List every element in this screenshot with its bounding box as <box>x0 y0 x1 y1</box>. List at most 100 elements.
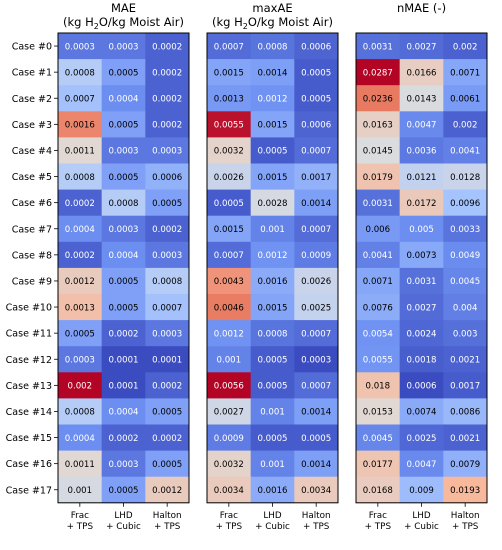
cell-value: 0.0008 <box>257 42 287 52</box>
heatmap-cell <box>101 215 146 243</box>
panel-title: MAE <box>111 1 136 15</box>
heatmap-cell <box>356 59 401 86</box>
heatmap-cell <box>250 137 295 164</box>
heatmap-cell <box>207 398 252 425</box>
cell-value: 0.0007 <box>214 42 244 52</box>
heatmap-cell <box>58 294 103 321</box>
cell-value: 0.0003 <box>301 355 331 365</box>
heatmap-cell <box>145 189 190 217</box>
row-label: Case #0 <box>12 42 52 53</box>
heatmap-cell <box>294 241 339 269</box>
cell-value: 0.0007 <box>152 303 182 313</box>
cell-value: 0.0004 <box>65 225 95 235</box>
heatmap-cell <box>356 320 401 347</box>
heatmap-cell <box>58 137 103 164</box>
cell-value: 0.0031 <box>363 42 393 52</box>
cell-value: 0.0001 <box>152 355 182 365</box>
heatmap-cell <box>58 241 103 269</box>
cell-value: 0.0007 <box>65 94 95 104</box>
cell-value: 0.0008 <box>65 408 95 418</box>
cell-value: 0.0002 <box>152 68 182 78</box>
cell-value: 0.0006 <box>406 382 436 392</box>
heatmap-cell <box>250 476 295 504</box>
panel-unit: (kg H2O/kg Moist Air) <box>63 15 184 31</box>
heatmap-cell <box>250 294 295 321</box>
cell-value: 0.0014 <box>257 68 287 78</box>
heatmap-cell <box>207 450 252 478</box>
cell-value: 0.0027 <box>214 408 244 418</box>
heatmap-cell <box>443 424 488 451</box>
heatmap-cell <box>250 450 295 478</box>
cell-value: 0.0003 <box>152 329 182 339</box>
cell-value: 0.0028 <box>257 199 287 209</box>
cell-value: 0.0025 <box>301 303 331 313</box>
heatmap-cell <box>294 372 339 399</box>
heatmap-cell <box>294 33 339 60</box>
cell-value: 0.0013 <box>65 303 95 313</box>
cell-value: 0.0005 <box>152 199 182 209</box>
cell-value: 0.0024 <box>406 329 436 339</box>
heatmap-cell <box>101 33 146 60</box>
heatmap-cell <box>356 398 401 425</box>
cell-value: 0.001 <box>260 460 285 470</box>
heatmap-cell <box>399 59 444 86</box>
heatmap-cell <box>101 85 146 112</box>
heatmap-cell <box>443 33 488 60</box>
cell-value: 0.0047 <box>406 121 436 131</box>
heatmap-cell <box>294 294 339 321</box>
cell-value: 0.0005 <box>108 173 138 183</box>
cell-value: 0.0056 <box>214 382 244 392</box>
cell-value: 0.0076 <box>363 303 393 313</box>
panel-title: nMAE (-) <box>397 1 446 15</box>
cell-value: 0.0012 <box>152 486 182 496</box>
heatmap-cell <box>145 294 190 321</box>
column-label-sub: + TPS <box>154 522 181 532</box>
cell-value: 0.0005 <box>214 199 244 209</box>
heatmap-cell <box>58 424 103 451</box>
cell-value: 0.0049 <box>450 251 480 261</box>
heatmap-cell <box>443 372 488 399</box>
cell-value: 0.0005 <box>108 121 138 131</box>
heatmap-cell <box>101 163 146 190</box>
heatmap-cell <box>58 111 103 138</box>
cell-value: 0.0071 <box>450 68 480 78</box>
heatmap-cell <box>207 137 252 164</box>
cell-value: 0.0179 <box>363 173 393 183</box>
column-label: Halton <box>153 511 182 521</box>
row-label: Case #4 <box>12 146 52 157</box>
cell-value: 0.009 <box>409 486 434 496</box>
cell-value: 0.0008 <box>108 199 138 209</box>
row-label: Case #15 <box>6 433 52 444</box>
heatmap-cell <box>399 111 444 138</box>
cell-value: 0.0009 <box>301 251 331 261</box>
cell-value: 0.0168 <box>363 486 393 496</box>
row-label: Case #17 <box>6 485 52 496</box>
cell-value: 0.0015 <box>257 173 287 183</box>
heatmap-cell <box>356 476 401 504</box>
panel-maxae: maxAE(kg H2O/kg Moist Air) 0.0007 0.0008 0.… <box>206 1 339 532</box>
heatmap-cell <box>399 294 444 321</box>
cell-value: 0.0013 <box>214 94 244 104</box>
heatmap-cell <box>250 398 295 425</box>
heatmap-cell <box>101 320 146 347</box>
cell-value: 0.0145 <box>363 147 393 157</box>
heatmap-cell <box>443 59 488 86</box>
heatmap-cell <box>101 137 146 164</box>
cell-value: 0.0003 <box>152 251 182 261</box>
heatmap-cell <box>250 346 295 373</box>
cell-value: 0.0026 <box>214 173 244 183</box>
heatmap-cell <box>207 111 252 138</box>
heatmap-cell <box>443 476 488 504</box>
cell-value: 0.0014 <box>301 199 331 209</box>
row-label: Case #3 <box>12 120 52 131</box>
row-label: Case #13 <box>6 381 52 392</box>
heatmap-cell <box>294 398 339 425</box>
cell-value: 0.0004 <box>108 408 138 418</box>
cell-value: 0.0003 <box>108 42 138 52</box>
heatmap-cell <box>58 215 103 243</box>
cell-value: 0.0004 <box>108 94 138 104</box>
heatmap-cell <box>101 267 146 295</box>
heatmap-cell <box>145 372 190 399</box>
cell-value: 0.0033 <box>450 225 480 235</box>
